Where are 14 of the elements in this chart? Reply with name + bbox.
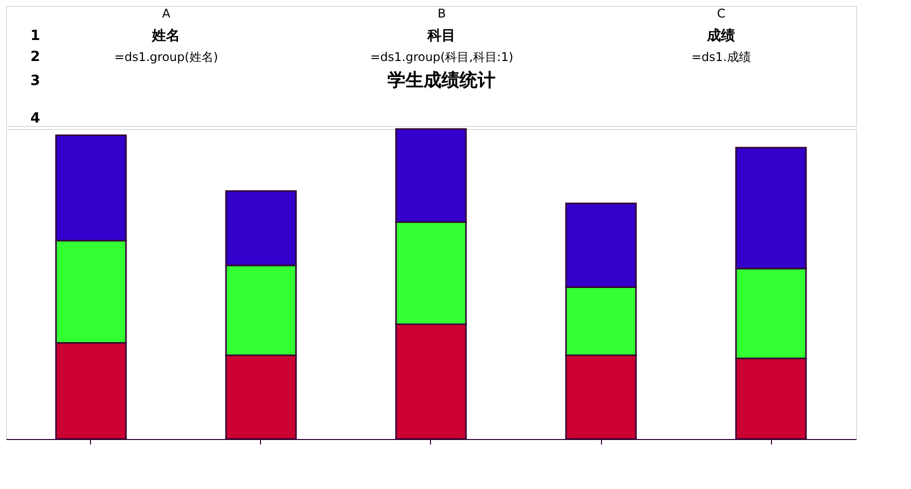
text: 1 xyxy=(30,28,40,44)
text: C xyxy=(716,6,726,20)
text: 姓名 xyxy=(151,28,180,44)
chart-title: 学生成绩统计 xyxy=(388,70,496,91)
text: 成绩 xyxy=(706,28,736,44)
text: 4 xyxy=(30,110,40,126)
text: 科目 xyxy=(426,28,456,44)
text: =ds1.group(姓名) xyxy=(114,50,218,64)
text: 2 xyxy=(30,49,40,65)
text: 3 xyxy=(30,73,40,89)
text: B xyxy=(438,6,446,20)
text: =ds1.成绩 xyxy=(691,50,751,64)
text: =ds1.group(科目,科目:1) xyxy=(370,50,514,64)
text: A xyxy=(162,6,172,20)
